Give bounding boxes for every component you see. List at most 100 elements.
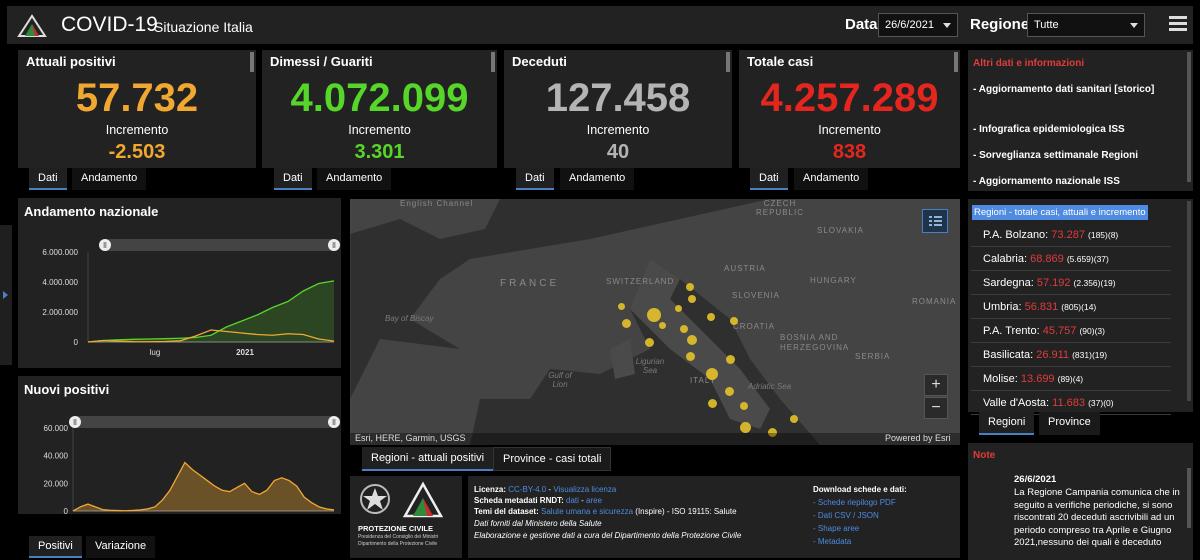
download-shape-link[interactable]: - Shape aree [813, 524, 860, 533]
date-select[interactable]: 26/6/2021 [878, 13, 958, 37]
series-line [72, 461, 335, 512]
map-marker[interactable] [675, 305, 682, 312]
date-value: 26/6/2021 [885, 19, 934, 31]
map-marker[interactable] [680, 325, 688, 333]
legend-button[interactable] [922, 209, 948, 233]
zoom-in-button[interactable]: + [924, 374, 948, 396]
tab-regioni-attuali-positivi[interactable]: Regioni - attuali positivi [362, 447, 494, 471]
link-aggiornamento-iss[interactable]: - Aggiornamento nazionale ISS [973, 176, 1120, 187]
map-marker[interactable] [645, 338, 654, 347]
map-marker[interactable] [708, 399, 717, 408]
tab-variazione[interactable]: Variazione [86, 536, 156, 558]
region-row[interactable]: Calabria: 68.869 (5.659)(37) [971, 249, 1171, 271]
series-line [87, 280, 335, 343]
chevron-right-icon [3, 291, 8, 299]
download-pdf-link[interactable]: - Schede riepilogo PDF [813, 498, 896, 507]
menu-icon[interactable] [1169, 16, 1187, 32]
scrollbar[interactable] [726, 52, 730, 72]
map-marker[interactable] [740, 422, 751, 433]
map-marker[interactable] [618, 303, 625, 310]
map-marker[interactable] [688, 295, 696, 303]
range-slider-track [75, 416, 334, 428]
italian-republic-emblem-icon [360, 484, 390, 514]
map-marker[interactable] [622, 319, 631, 328]
metadata-dati-link[interactable]: dati [566, 496, 579, 505]
map-marker[interactable] [706, 368, 718, 380]
map-marker[interactable] [790, 415, 798, 423]
y-tick-label: 60.000 [44, 424, 69, 433]
license-label: Licenza: [474, 485, 507, 494]
scrollbar[interactable] [491, 52, 495, 72]
map-label-ligurian-sea: Ligurian Sea [635, 357, 665, 375]
link-infografica-iss[interactable]: - Infografica epidemiologica ISS [973, 124, 1125, 135]
license-link[interactable]: Visualizza licenza [553, 485, 617, 494]
y-tick-label: 40.000 [44, 452, 69, 461]
region-row[interactable]: Basilicata: 26.911 (831)(19) [971, 345, 1171, 367]
separator: - [578, 496, 587, 505]
region-row[interactable]: P.A. Trento: 45.757 (90)(3) [971, 321, 1171, 343]
theme-link[interactable]: Salute umana e sicurezza [541, 507, 634, 516]
map-marker[interactable] [730, 317, 738, 325]
map-label-austria: AUSTRIA [724, 264, 766, 273]
tab-andamento[interactable]: Andamento [794, 168, 869, 190]
map-marker[interactable] [725, 387, 734, 396]
range-slider-grip [103, 242, 107, 248]
map-marker[interactable] [740, 402, 748, 410]
tab-dati[interactable]: Dati [274, 168, 312, 190]
region-current: (89) [1057, 374, 1073, 384]
range-slider-grip [332, 419, 336, 425]
link-aggiornamento-dati[interactable]: - Aggiornamento dati sanitari [storico] [973, 84, 1155, 95]
tab-dati[interactable]: Dati [750, 168, 788, 190]
tab-province[interactable]: Province [1039, 412, 1100, 435]
region-row[interactable]: Molise: 13.699 (89)(4) [971, 369, 1171, 391]
kpi-value: 127.458 [545, 76, 691, 120]
map-marker[interactable] [687, 335, 697, 345]
zoom-out-button[interactable]: − [924, 397, 948, 419]
map-marker[interactable] [659, 322, 666, 329]
scrollbar[interactable] [250, 52, 254, 72]
region-row[interactable]: Valle d'Aosta: 11.683 (37)(0) [971, 393, 1171, 415]
region-increment: (4) [1072, 374, 1084, 384]
map-marker[interactable] [726, 355, 735, 364]
link-sorveglianza-regioni[interactable]: - Sorveglianza settimanale Regioni [973, 150, 1139, 161]
tab-andamento[interactable]: Andamento [560, 168, 635, 190]
metadata-aree-link[interactable]: aree [586, 496, 603, 505]
scrollbar[interactable] [1187, 201, 1191, 401]
map-label-slovenia: SLOVENIA [732, 291, 781, 300]
region-name: P.A. Bolzano: [983, 229, 1049, 241]
scrollbar[interactable] [954, 52, 958, 72]
protezione-civile-logo-icon [17, 14, 47, 37]
region-name: Sardegna: [983, 277, 1034, 289]
metadata-label: Scheda metadati RNDT: [474, 496, 564, 505]
tab-dati[interactable]: Dati [516, 168, 554, 190]
map-marker[interactable] [768, 428, 777, 437]
range-slider-grip [73, 419, 77, 425]
region-row[interactable]: P.A. Bolzano: 73.287 (185)(8) [971, 225, 1171, 247]
download-csv-link[interactable]: - Dati CSV / JSON [813, 511, 879, 520]
tab-positivi[interactable]: Positivi [29, 536, 82, 558]
map-label-gulf-of-lion: Gulf of Lion [548, 371, 572, 389]
region-row[interactable]: Sardegna: 57.192 (2.356)(19) [971, 273, 1171, 295]
license-value[interactable]: CC-BY-4.0 [508, 485, 547, 494]
tab-dati[interactable]: Dati [29, 168, 67, 190]
map-view[interactable]: English Channel FRANCE SWITZERLAND AUSTR… [350, 199, 960, 445]
region-select[interactable]: Tutte [1027, 13, 1145, 37]
map-marker[interactable] [686, 352, 695, 361]
map-marker[interactable] [707, 313, 715, 321]
download-metadata-link[interactable]: - Metadata [813, 537, 852, 546]
tab-andamento[interactable]: Andamento [72, 168, 147, 190]
theme-rest: (Inspire) - ISO 19115: Salute [635, 507, 737, 516]
x-tick-label: lug [150, 348, 161, 357]
scrollbar[interactable] [1187, 52, 1191, 182]
side-panel-handle[interactable] [0, 225, 12, 365]
tab-regioni[interactable]: Regioni [979, 412, 1035, 435]
tab-andamento[interactable]: Andamento [317, 168, 392, 190]
region-current: (831) [1072, 350, 1092, 360]
region-name: P.A. Trento: [983, 325, 1040, 337]
region-row[interactable]: Umbria: 56.831 (805)(14) [971, 297, 1171, 319]
map-marker[interactable] [647, 308, 661, 322]
region-increment: (19) [1100, 278, 1116, 288]
scrollbar[interactable] [1187, 468, 1191, 528]
map-marker[interactable] [686, 283, 694, 291]
tab-province-casi-totali[interactable]: Province - casi totali [493, 447, 612, 471]
